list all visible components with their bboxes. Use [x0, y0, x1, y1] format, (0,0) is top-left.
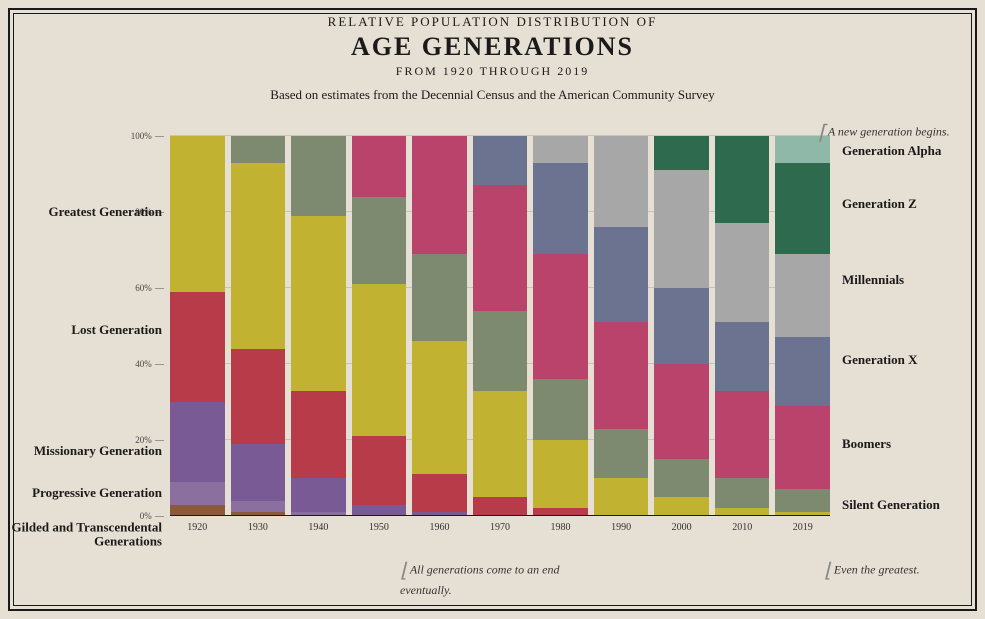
bar-segment-greatest	[533, 440, 588, 508]
generation-label-boomers: Boomers	[842, 437, 966, 451]
bar-segment-greatest	[231, 163, 286, 349]
bar-segment-greatest	[170, 136, 225, 292]
bar-segment-greatest	[654, 497, 709, 516]
annotation-new-generation: ⌈A new generation begins.	[818, 120, 978, 145]
bar-segment-silent	[473, 311, 528, 391]
generation-label-gilded: Gilded and Transcendental Generations	[8, 521, 162, 550]
bar-segment-silent	[775, 489, 830, 512]
generation-label-lost: Lost Generation	[8, 323, 162, 337]
bar-column	[291, 136, 346, 516]
bar-segment-boomers	[775, 406, 830, 490]
chart-area: 0% —20% —40% —60% —80% —100% —1920193019…	[170, 136, 830, 516]
bar-segment-silent	[291, 136, 346, 216]
bar-segment-silent	[412, 254, 467, 341]
x-axis-baseline	[170, 515, 830, 517]
bar-segment-millennials	[594, 136, 649, 227]
generation-label-progressive: Progressive Generation	[8, 486, 162, 500]
generation-label-greatest: Greatest Generation	[8, 205, 162, 219]
bar-segment-silent	[231, 136, 286, 163]
bar-segment-silent	[352, 197, 407, 284]
bar-column	[473, 136, 528, 516]
bar-segment-boomers	[412, 136, 467, 254]
generation-label-millennials: Millennials	[842, 273, 966, 287]
generation-label-genz: Generation Z	[842, 197, 966, 211]
bar-segment-genx	[654, 288, 709, 364]
bar-column	[352, 136, 407, 516]
bar-segment-greatest	[473, 391, 528, 497]
bar-segment-boomers	[352, 136, 407, 197]
bar-segment-millennials	[715, 223, 770, 322]
bar-segment-boomers	[473, 185, 528, 310]
bar-segment-missionary	[170, 402, 225, 482]
bar-column	[594, 136, 649, 516]
bar-segment-greatest	[412, 341, 467, 474]
left-generation-labels: Gilded and Transcendental GenerationsPro…	[8, 136, 168, 516]
bar-column	[412, 136, 467, 516]
bar-segment-missionary	[291, 478, 346, 512]
bar-segment-lost	[170, 292, 225, 402]
bar-segment-lost	[231, 349, 286, 444]
x-axis-labels: 1920 1930 1940 1950 1960 1970 1980 1990 2000 2010…	[170, 522, 830, 533]
x-tick-label: 1970	[473, 522, 528, 533]
bar-segment-genx	[473, 136, 528, 185]
x-tick-label: 2019	[775, 522, 830, 533]
annotation-text: A new generation begins.	[828, 124, 950, 138]
bar-segment-lost	[291, 391, 346, 478]
bar-segment-missionary	[231, 444, 286, 501]
annotation-even-greatest: ⌊Even the greatest.	[824, 558, 984, 583]
bar-column	[533, 136, 588, 516]
bar-segment-genx	[715, 322, 770, 390]
right-generation-labels: Silent Generation Boomers Generation X Mill…	[836, 136, 966, 516]
bar-segment-silent	[654, 459, 709, 497]
annotation-all-end: ⌊All generations come to an end eventual…	[400, 558, 600, 598]
bar-segment-greatest	[291, 216, 346, 391]
x-tick-label: 2010	[715, 522, 770, 533]
x-tick-label: 1940	[291, 522, 346, 533]
x-tick-label: 1980	[533, 522, 588, 533]
bar-segment-boomers	[533, 254, 588, 379]
bar-column	[654, 136, 709, 516]
bar-segment-millennials	[654, 170, 709, 288]
x-tick-label: 2000	[654, 522, 709, 533]
x-tick-label: 1990	[594, 522, 649, 533]
bar-segment-greatest	[594, 478, 649, 516]
bar-segment-silent	[715, 478, 770, 508]
bar-segment-lost	[412, 474, 467, 512]
bar-column	[775, 136, 830, 516]
annotation-text: All generations come to an end eventuall…	[400, 562, 559, 597]
generation-label-missionary: Missionary Generation	[8, 444, 162, 458]
bar-segment-genz	[775, 163, 830, 254]
bar-columns	[170, 136, 830, 516]
bar-column	[231, 136, 286, 516]
x-tick-label: 1960	[412, 522, 467, 533]
bar-segment-progressive	[231, 501, 286, 512]
x-tick-label: 1950	[352, 522, 407, 533]
bar-segment-lost	[352, 436, 407, 504]
bar-segment-genz	[715, 136, 770, 223]
generation-label-alpha: Generation Alpha	[842, 144, 966, 158]
x-tick-label: 1930	[231, 522, 286, 533]
bar-segment-genz	[654, 136, 709, 170]
bar-segment-boomers	[654, 364, 709, 459]
bar-segment-silent	[533, 379, 588, 440]
annotation-text: Even the greatest.	[834, 562, 920, 576]
bar-segment-millennials	[775, 254, 830, 338]
bar-segment-silent	[594, 429, 649, 478]
generation-label-genx: Generation X	[842, 353, 966, 367]
bar-segment-boomers	[715, 391, 770, 478]
bar-segment-genx	[533, 163, 588, 254]
bar-segment-boomers	[594, 322, 649, 428]
bar-segment-genx	[594, 227, 649, 322]
x-tick-label: 1920	[170, 522, 225, 533]
bar-column	[170, 136, 225, 516]
bar-segment-progressive	[170, 482, 225, 505]
generation-label-silent: Silent Generation	[842, 497, 966, 511]
bar-segment-lost	[473, 497, 528, 516]
bar-segment-genx	[775, 337, 830, 405]
bar-column	[715, 136, 770, 516]
bar-segment-millennials	[533, 136, 588, 163]
bar-segment-greatest	[352, 284, 407, 436]
